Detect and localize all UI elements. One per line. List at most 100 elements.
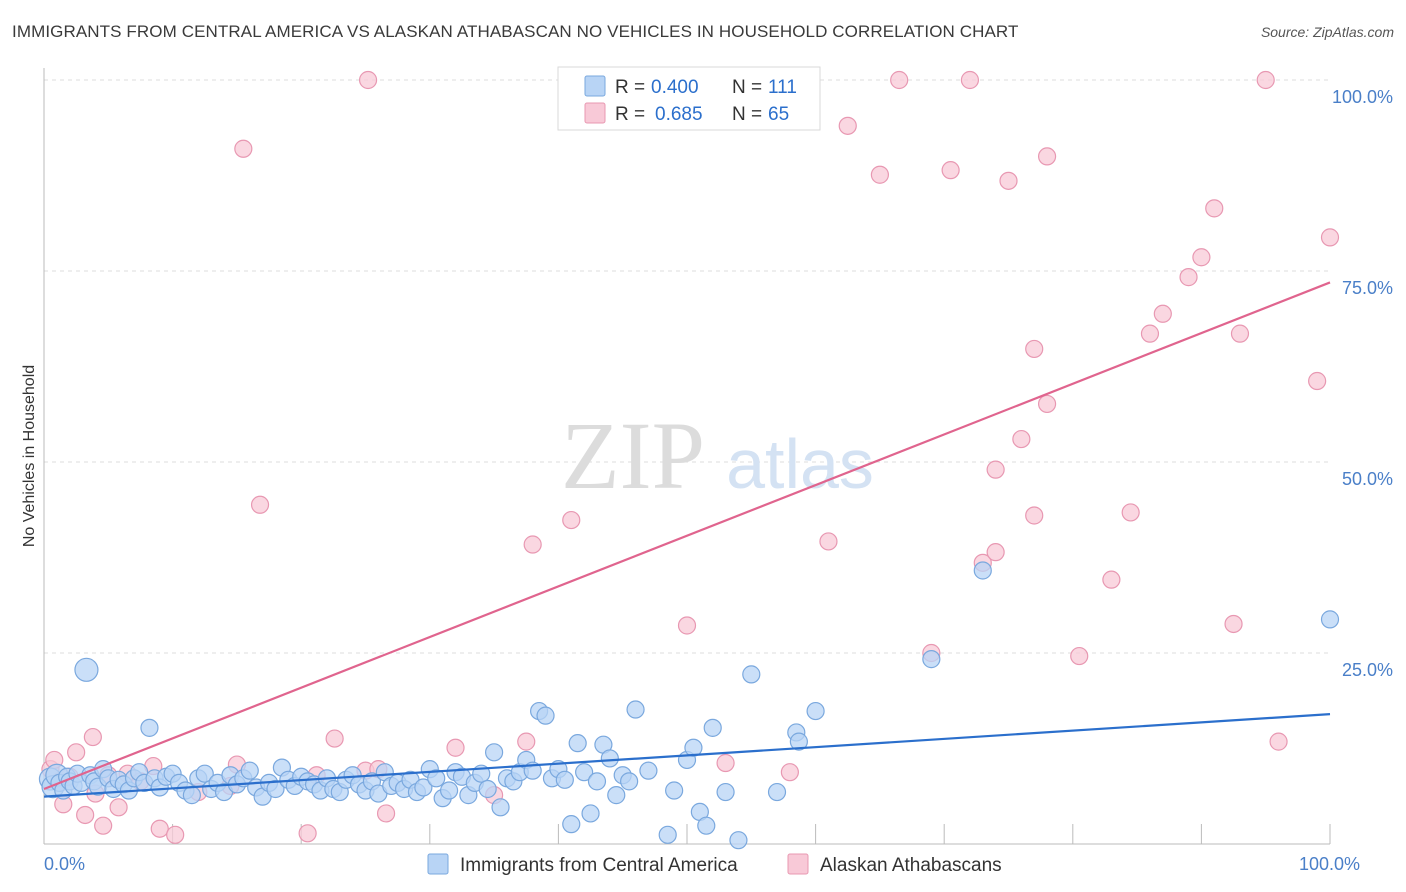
data-point-central-america	[600, 749, 619, 768]
legend-bottom-label-blue: Immigrants from Central America	[460, 855, 738, 876]
y-tick-label: 25.0%	[1342, 660, 1393, 680]
data-point-central-america	[626, 700, 645, 719]
data-point-central-america	[973, 561, 992, 580]
legend-r-value-blue: 0.400	[651, 77, 699, 98]
data-point-central-america	[491, 798, 510, 817]
legend-r-label-blue: R =	[615, 77, 645, 98]
chart-title: IMMIGRANTS FROM CENTRAL AMERICA VS ALASK…	[12, 22, 1019, 41]
data-point-alaskan-athabascan	[1205, 199, 1224, 218]
data-point-alaskan-athabascan	[1192, 248, 1211, 267]
legend-r-value-pink: 0.685	[655, 104, 703, 125]
legend-n-value-blue: 111	[768, 77, 797, 98]
data-point-central-america	[427, 769, 446, 788]
data-point-alaskan-athabascan	[83, 727, 102, 747]
data-point-central-america	[195, 764, 214, 783]
data-point-central-america	[729, 831, 748, 850]
data-point-alaskan-athabascan	[960, 70, 980, 90]
data-point-alaskan-athabascan	[1269, 732, 1288, 751]
data-point-alaskan-athabascan	[325, 729, 344, 748]
data-point-alaskan-athabascan	[677, 616, 697, 635]
legend-series: Immigrants from Central America Alaskan …	[427, 853, 1002, 876]
data-point-alaskan-athabascan	[986, 543, 1005, 562]
data-point-central-america	[485, 743, 504, 762]
data-point-alaskan-athabascan	[1121, 503, 1140, 522]
data-point-central-america	[575, 763, 594, 782]
data-point-alaskan-athabascan	[1320, 228, 1340, 247]
data-point-central-america	[74, 657, 99, 682]
data-point-central-america	[620, 772, 639, 791]
data-point-central-america	[639, 761, 658, 780]
y-tick-label: 100.0%	[1332, 87, 1393, 107]
trend-lines	[43, 281, 1331, 798]
legend-r-label-pink: R =	[615, 104, 645, 125]
data-point-alaskan-athabascan	[780, 763, 799, 782]
data-point-central-america	[439, 781, 459, 800]
x-tick-label: 0.0%	[44, 854, 85, 874]
data-point-alaskan-athabascan	[1140, 324, 1160, 343]
watermark: ZIP atlas	[561, 402, 874, 509]
data-point-alaskan-athabascan	[1037, 147, 1057, 166]
data-point-central-america	[568, 734, 587, 753]
trend-line-blue	[43, 713, 1331, 798]
data-point-central-america	[581, 804, 600, 823]
data-point-alaskan-athabascan	[1012, 429, 1031, 449]
legend-bottom-label-pink: Alaskan Athabascans	[820, 855, 1002, 876]
watermark-zip: ZIP	[561, 402, 705, 509]
data-point-alaskan-athabascan	[523, 535, 542, 554]
data-point-alaskan-athabascan	[166, 825, 185, 844]
data-point-alaskan-athabascan	[517, 732, 536, 751]
data-point-alaskan-athabascan	[1102, 570, 1121, 589]
data-point-alaskan-athabascan	[562, 510, 581, 530]
data-point-alaskan-athabascan	[1153, 304, 1172, 323]
data-point-alaskan-athabascan	[76, 805, 95, 825]
data-point-alaskan-athabascan	[838, 116, 857, 135]
legend-swatch-blue	[584, 75, 606, 97]
data-point-alaskan-athabascan	[819, 532, 838, 551]
data-point-central-america	[716, 782, 735, 802]
source-credit: Source: ZipAtlas.com	[1260, 24, 1394, 40]
data-point-alaskan-athabascan	[1070, 646, 1089, 666]
data-point-alaskan-athabascan	[446, 738, 465, 757]
y-axis-label: No Vehicles in Household	[21, 365, 38, 547]
data-point-alaskan-athabascan	[1256, 70, 1275, 90]
legend-stats: R = 0.400 N = 111 R = 0.685 N = 65	[557, 66, 821, 131]
data-point-central-america	[562, 815, 581, 834]
data-point-alaskan-athabascan	[1308, 371, 1327, 391]
data-point-central-america	[587, 772, 607, 791]
data-point-central-america	[1320, 610, 1340, 629]
data-point-central-america	[240, 761, 259, 780]
data-point-alaskan-athabascan	[376, 804, 396, 823]
data-point-central-america	[266, 779, 285, 799]
data-point-alaskan-athabascan	[150, 819, 169, 838]
data-point-alaskan-athabascan	[1025, 506, 1044, 525]
data-point-central-america	[789, 732, 808, 751]
data-point-alaskan-athabascan	[298, 824, 317, 843]
series-immigrants-central-america	[38, 561, 1340, 850]
trend-line-pink	[43, 281, 1331, 791]
data-point-central-america	[697, 816, 716, 835]
legend-bottom-swatch-pink	[787, 853, 809, 875]
data-point-alaskan-athabascan	[1037, 394, 1057, 414]
data-point-central-america	[684, 738, 703, 757]
data-point-central-america	[665, 781, 684, 800]
data-point-alaskan-athabascan	[999, 171, 1018, 190]
data-point-alaskan-athabascan	[94, 816, 113, 835]
y-tick-label: 75.0%	[1342, 278, 1393, 298]
tick-labels: 25.0% 50.0% 75.0% 100.0% 0.0% 100.0%	[44, 87, 1393, 874]
data-point-central-america	[658, 825, 677, 844]
data-point-alaskan-athabascan	[358, 70, 378, 90]
data-point-central-america	[742, 665, 761, 684]
legend-n-label-pink: N =	[732, 104, 762, 125]
data-point-central-america	[922, 650, 941, 669]
data-point-central-america	[414, 778, 433, 797]
legend-n-label-blue: N =	[732, 77, 762, 98]
data-point-central-america	[767, 782, 787, 802]
legend-bottom-swatch-blue	[427, 853, 449, 875]
data-point-central-america	[536, 706, 555, 725]
y-tick-label: 50.0%	[1342, 469, 1393, 489]
grid	[44, 79, 1330, 654]
data-point-alaskan-athabascan	[67, 743, 86, 762]
data-point-alaskan-athabascan	[109, 798, 128, 817]
data-point-central-america	[607, 786, 626, 805]
